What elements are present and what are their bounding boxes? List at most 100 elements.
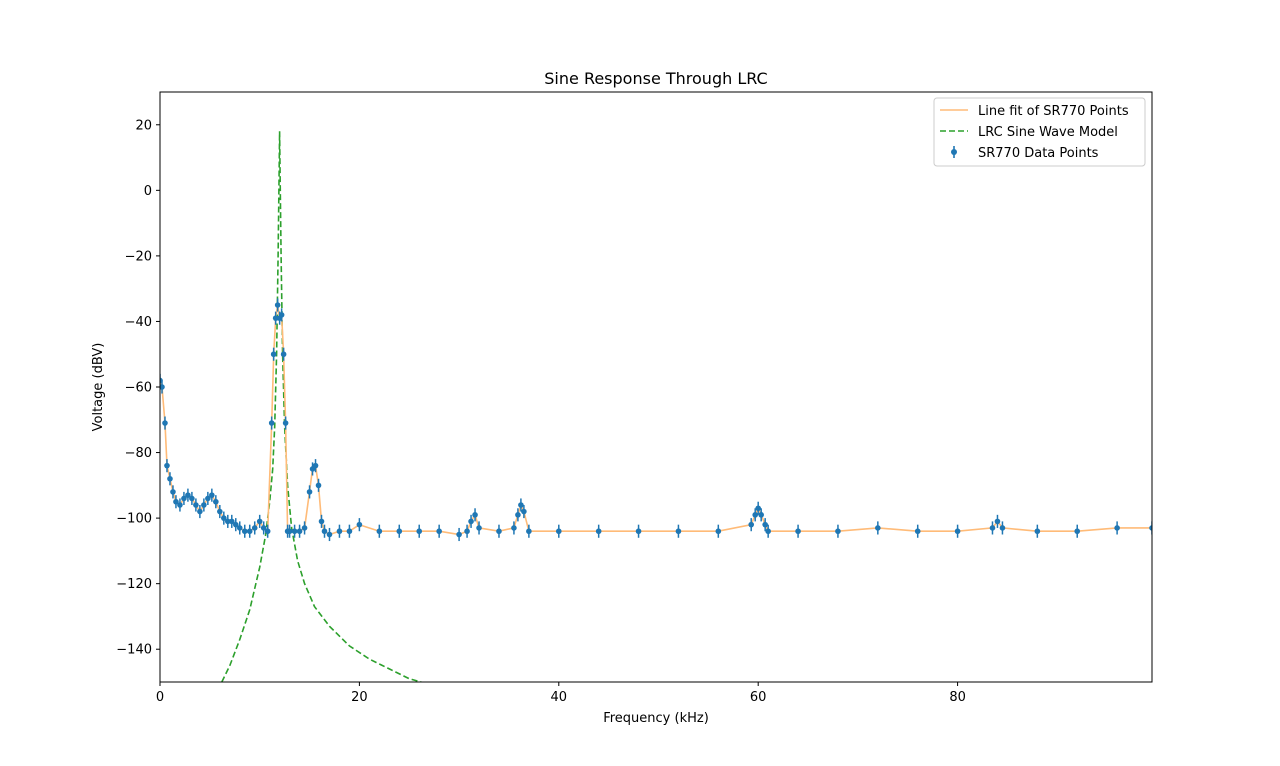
data-points-series — [160, 298, 1152, 542]
data-point-marker — [346, 528, 353, 535]
data-point — [436, 524, 442, 538]
data-point-marker — [436, 528, 442, 535]
data-point — [228, 514, 235, 528]
y-tick-label: −20 — [125, 249, 152, 264]
data-point — [595, 524, 602, 538]
data-point — [555, 524, 562, 538]
data-point — [213, 495, 219, 509]
data-point-marker — [301, 525, 308, 531]
data-point-marker — [795, 528, 801, 535]
data-point — [224, 514, 231, 528]
data-point — [989, 521, 996, 535]
data-point-marker — [232, 521, 239, 528]
data-point — [515, 508, 521, 522]
data-point-marker — [675, 528, 682, 535]
data-point-marker — [272, 315, 279, 321]
data-point — [170, 485, 176, 499]
data-point — [326, 527, 333, 542]
data-point-marker — [201, 502, 207, 508]
data-point — [954, 524, 961, 538]
data-point-marker — [274, 302, 281, 308]
x-tick-label: 80 — [949, 690, 966, 705]
data-point-marker — [286, 528, 293, 535]
data-point — [356, 518, 363, 532]
data-point-marker — [318, 518, 325, 525]
data-point-marker — [241, 528, 248, 535]
data-point-marker — [282, 420, 289, 426]
data-point — [278, 308, 285, 322]
data-point-marker — [268, 420, 275, 426]
data-point-marker — [181, 495, 187, 502]
data-point — [835, 524, 841, 538]
data-point — [236, 521, 243, 535]
y-axis-label: Voltage (dBV) — [91, 343, 106, 432]
x-axis-label: Frequency (kHz) — [603, 711, 709, 726]
data-point — [296, 524, 303, 538]
lrc-model-line — [221, 131, 422, 682]
x-tick-label: 0 — [156, 690, 164, 705]
y-axis-ticks: 20 0 −20 −40 −60 −80 −100 −120 −140 — [116, 118, 160, 658]
data-point-marker — [1149, 525, 1152, 531]
data-point-marker — [914, 528, 921, 535]
data-point — [914, 524, 921, 538]
data-point-marker — [162, 420, 168, 426]
data-point-marker — [635, 528, 642, 535]
data-point — [1149, 521, 1152, 535]
data-point-marker — [251, 525, 258, 531]
data-point — [162, 416, 168, 430]
data-point-marker — [236, 525, 243, 531]
data-point-marker — [994, 518, 1001, 525]
data-point-marker — [326, 531, 333, 538]
data-point-marker — [177, 502, 183, 508]
data-point — [246, 524, 253, 538]
data-point — [260, 521, 267, 535]
data-point — [312, 459, 319, 473]
data-point — [518, 498, 524, 512]
data-point-marker — [376, 528, 383, 535]
data-point-marker — [197, 508, 203, 515]
data-point — [221, 511, 227, 525]
y-tick-label: −40 — [125, 315, 152, 330]
data-point-marker — [715, 528, 722, 535]
data-point — [376, 524, 383, 538]
y-tick-label: −100 — [116, 512, 152, 527]
y-tick-label: 20 — [135, 118, 152, 133]
data-point-marker — [496, 528, 502, 535]
y-tick-label: 0 — [144, 184, 152, 199]
legend-data-points-label: SR770 Data Points — [978, 146, 1099, 161]
data-point-marker — [291, 528, 298, 535]
data-point — [526, 524, 532, 538]
data-point — [752, 508, 758, 522]
data-point-marker — [213, 498, 219, 505]
model-series — [221, 131, 422, 682]
data-point-marker — [464, 528, 470, 535]
data-point — [765, 524, 771, 538]
data-point — [181, 491, 187, 505]
data-point-marker — [416, 528, 423, 535]
data-point — [464, 524, 470, 538]
plot-area — [160, 131, 1152, 682]
data-point — [173, 495, 179, 509]
legend-model-label: LRC Sine Wave Model — [978, 125, 1118, 140]
data-point — [1074, 524, 1081, 538]
data-point — [264, 524, 271, 538]
data-point — [1034, 524, 1041, 538]
data-point — [511, 521, 517, 535]
data-point — [496, 524, 502, 538]
data-point — [875, 521, 881, 535]
data-point-marker — [189, 495, 195, 502]
data-point — [416, 524, 423, 538]
data-point — [321, 524, 328, 538]
data-point — [270, 347, 277, 361]
data-point-marker — [296, 528, 303, 535]
data-point — [256, 514, 263, 528]
legend-line-fit-label: Line fit of SR770 Points — [978, 104, 1129, 119]
data-point-marker — [306, 489, 313, 495]
data-point-marker — [472, 512, 478, 518]
data-point — [160, 380, 165, 394]
data-point-marker — [280, 351, 287, 358]
x-tick-label: 60 — [750, 690, 767, 705]
data-point-marker — [555, 528, 562, 535]
data-point — [280, 347, 287, 361]
